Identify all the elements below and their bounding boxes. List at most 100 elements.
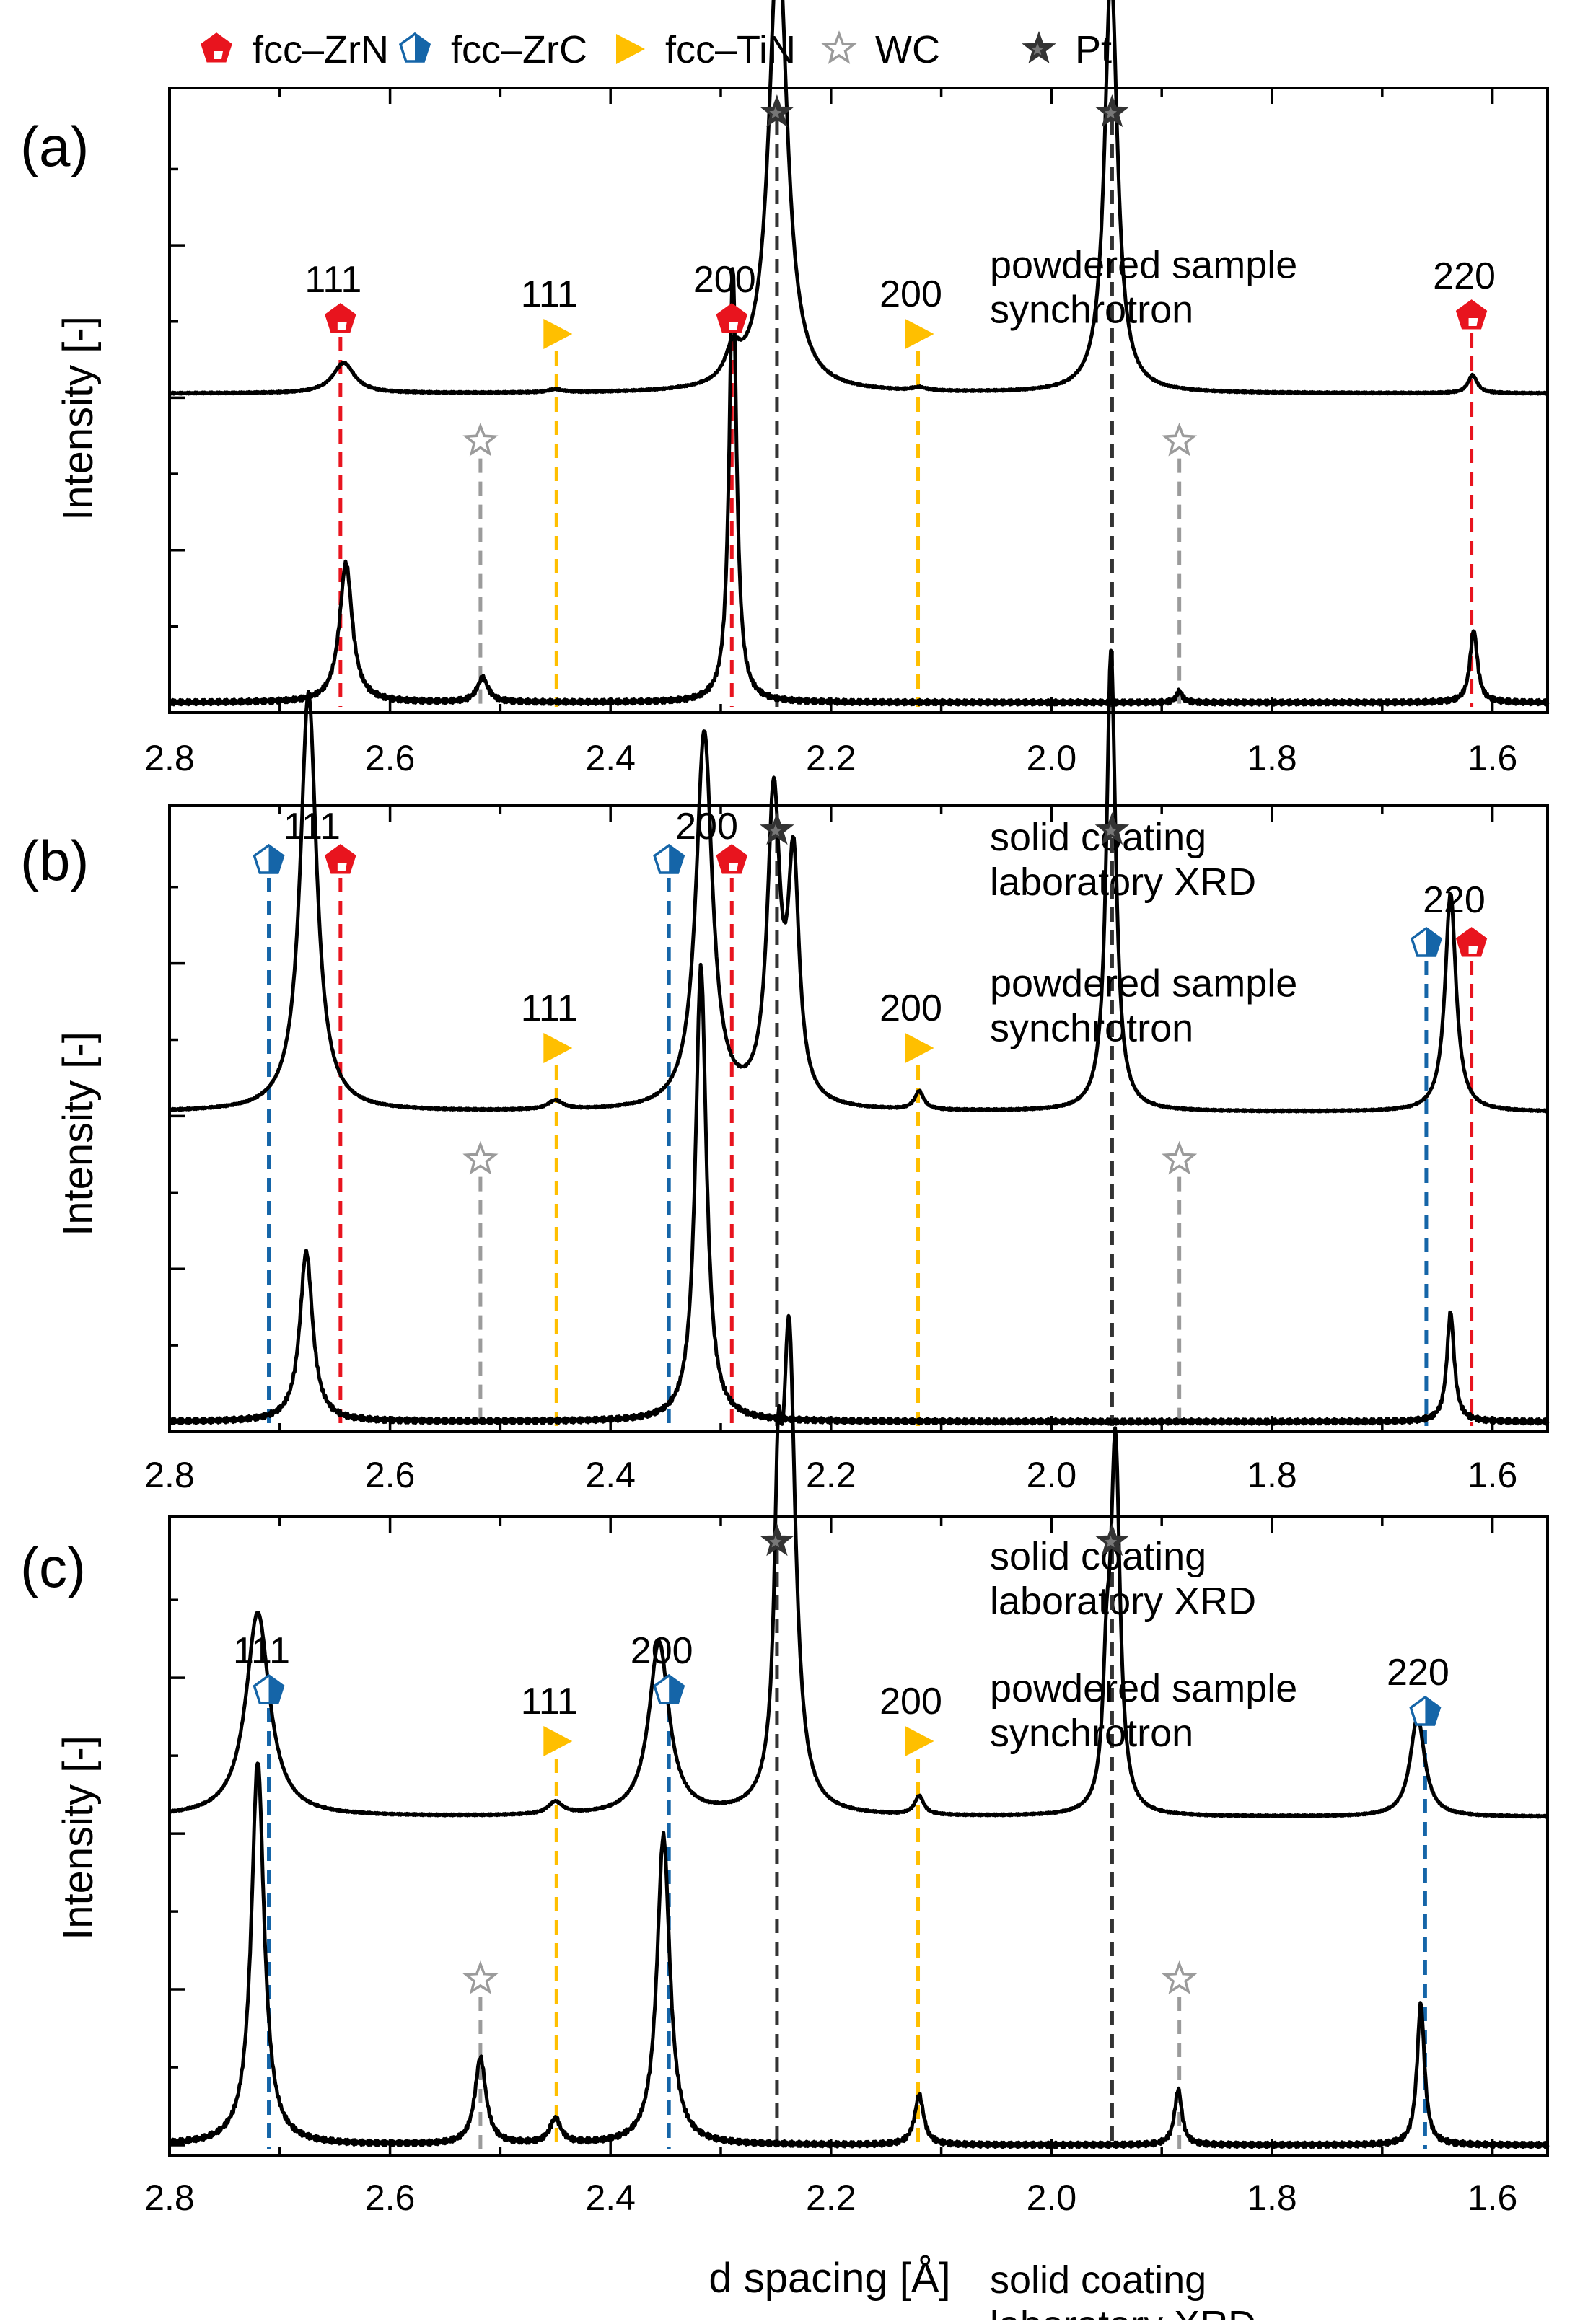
zrn-marker-highlight xyxy=(1468,318,1478,326)
series-trace xyxy=(168,267,1550,707)
x-tick-label: 2.0 xyxy=(1027,1455,1077,1495)
hkl-label: 200 xyxy=(693,259,756,301)
marker-zrn xyxy=(325,844,356,874)
phase-markers: 111 200 220 111 200 xyxy=(304,94,1496,457)
hkl-group-label: 200 xyxy=(675,806,738,848)
x-tick-label: 1.8 xyxy=(1247,2178,1297,2218)
legend-marker-wc xyxy=(821,30,857,64)
marker-wc xyxy=(1162,1140,1198,1175)
legend-marker-pt xyxy=(1022,31,1056,64)
x-tick-label: 2.4 xyxy=(585,738,636,778)
legend-label: WC xyxy=(875,28,940,71)
pt-marker-highlight xyxy=(1031,43,1044,56)
marker-zrc xyxy=(253,843,285,874)
hkl-group-label: 111 xyxy=(284,806,341,848)
legend-label: fcc–ZrC xyxy=(451,28,587,71)
panel-label: (a) xyxy=(20,115,89,178)
legend-marker-tin xyxy=(616,34,645,64)
y-axis-label: Intensity [-] xyxy=(55,1735,102,1940)
tin-marker-shape xyxy=(616,34,645,64)
x-tick-label: 1.8 xyxy=(1247,738,1297,778)
marker-pt xyxy=(1094,94,1130,128)
zrn-marker-shape xyxy=(716,844,748,874)
reference-lines xyxy=(267,838,1474,1426)
zrn-marker-highlight xyxy=(337,322,347,330)
zrc-marker-fill xyxy=(669,1676,684,1703)
zrn-marker-shape xyxy=(716,303,748,333)
legend-item: fcc–ZrC xyxy=(398,28,587,71)
marker-tin xyxy=(905,1726,934,1756)
marker-zrn xyxy=(716,844,748,874)
marker-pt xyxy=(760,1523,794,1557)
series-label-line: powdered sample xyxy=(990,1667,1297,1710)
x-tick-label: 2.8 xyxy=(144,1455,195,1495)
pt-marker-highlight xyxy=(769,107,782,119)
marker-zrn xyxy=(716,303,748,333)
marker-pt xyxy=(760,812,794,845)
marker-zrc xyxy=(653,1673,685,1704)
legend: fcc–ZrN fcc–ZrC fcc–TiN WC Pt xyxy=(201,28,1112,71)
pt-marker-highlight xyxy=(1104,824,1117,837)
x-tick-label: 2.2 xyxy=(806,1455,856,1495)
wc-marker-shape xyxy=(1162,1140,1198,1175)
series-trace xyxy=(169,1313,1549,1819)
legend-marker-zrn xyxy=(201,32,232,63)
hkl-label: 200 xyxy=(631,1630,693,1672)
hkl-label: 111 xyxy=(521,273,578,315)
zrc-marker-fill xyxy=(1426,928,1441,956)
plot-frame xyxy=(168,1515,1549,2157)
pt-marker-highlight xyxy=(1104,107,1117,119)
wc-marker-shape xyxy=(821,30,857,64)
wc-marker-shape xyxy=(462,1140,499,1175)
series-trace xyxy=(169,648,1549,1114)
x-tick-label: 2.8 xyxy=(144,738,195,778)
x-tick-label: 2.6 xyxy=(365,1455,416,1495)
plot-frame xyxy=(168,87,1549,714)
x-tick-label: 2.4 xyxy=(585,1455,636,1495)
marker-tin xyxy=(905,1033,934,1063)
hkl-label: 111 xyxy=(304,259,361,301)
series-label-line: synchrotron xyxy=(990,1007,1193,1050)
tin-marker-shape xyxy=(543,1033,573,1063)
x-tick-label: 2.6 xyxy=(365,2178,416,2218)
zrn-marker-shape xyxy=(1455,927,1488,957)
series-label-line: synchrotron xyxy=(990,289,1193,332)
tin-marker-shape xyxy=(905,1033,934,1063)
hkl-label: 220 xyxy=(1387,1652,1449,1694)
y-ticks xyxy=(170,167,185,704)
y-ticks xyxy=(170,1598,185,2147)
phase-markers: 111 200 220 111 200 xyxy=(233,1523,1449,1994)
marker-pt xyxy=(760,94,794,128)
phase-markers: 111 200 111 200 220 xyxy=(253,806,1488,1175)
zrc-marker-fill xyxy=(1425,1697,1440,1725)
tin-marker-shape xyxy=(905,319,934,349)
marker-zrn xyxy=(1455,299,1488,330)
pt-marker-highlight xyxy=(769,824,782,837)
series-label-line: laboratory XRD xyxy=(990,2303,1256,2320)
zrn-marker-highlight xyxy=(337,863,347,871)
marker-wc xyxy=(462,1140,499,1175)
marker-zrn xyxy=(1455,927,1488,957)
legend-item: fcc–ZrN xyxy=(201,28,389,71)
wc-marker-shape xyxy=(1162,422,1198,457)
zrc-marker-fill xyxy=(268,1676,284,1703)
hkl-label: 111 xyxy=(521,1681,578,1722)
panels: (a) Intensity [-] 2.8 2.6 2.4 2.2 2.0 1.8 1.6 pow… xyxy=(20,0,1550,2324)
plot-frame xyxy=(168,804,1549,1433)
marker-zrc xyxy=(653,843,685,874)
zrc-marker-fill xyxy=(669,845,684,873)
x-ticks: 2.8 2.6 2.4 2.2 2.0 1.8 1.6 xyxy=(144,88,1517,778)
hkl-label: 111 xyxy=(521,987,578,1029)
panel-a: (a) Intensity [-] 2.8 2.6 2.4 2.2 2.0 1.8 1.6 pow… xyxy=(20,0,1550,904)
series-trace xyxy=(169,0,1549,396)
zrn-marker-shape xyxy=(201,32,232,63)
marker-zrc xyxy=(1409,1695,1442,1726)
marker-zrc xyxy=(1410,926,1442,957)
legend-label: fcc–ZrN xyxy=(253,28,389,71)
marker-tin xyxy=(543,1726,573,1756)
